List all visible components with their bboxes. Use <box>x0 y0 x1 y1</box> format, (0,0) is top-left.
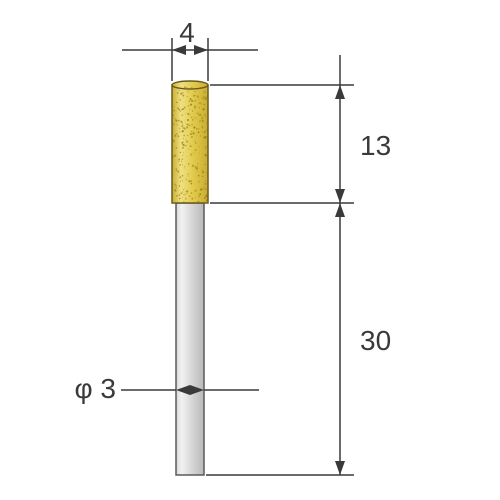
dim-label-shank-diameter: φ 3 <box>74 373 116 404</box>
dim-label-width: 4 <box>179 17 195 48</box>
dimension-top-width: 4 <box>122 17 258 81</box>
dimension-shank-diameter: φ 3 <box>74 373 259 404</box>
shank <box>176 203 204 475</box>
dimension-head-height: 13 <box>206 55 391 475</box>
grinding-head <box>172 81 208 203</box>
dim-label-shank-length: 30 <box>360 325 391 356</box>
dim-label-head-height: 13 <box>360 130 391 161</box>
technical-drawing: 4 13 30 φ 3 <box>0 0 500 500</box>
dimension-shank-length: 30 <box>335 203 391 475</box>
